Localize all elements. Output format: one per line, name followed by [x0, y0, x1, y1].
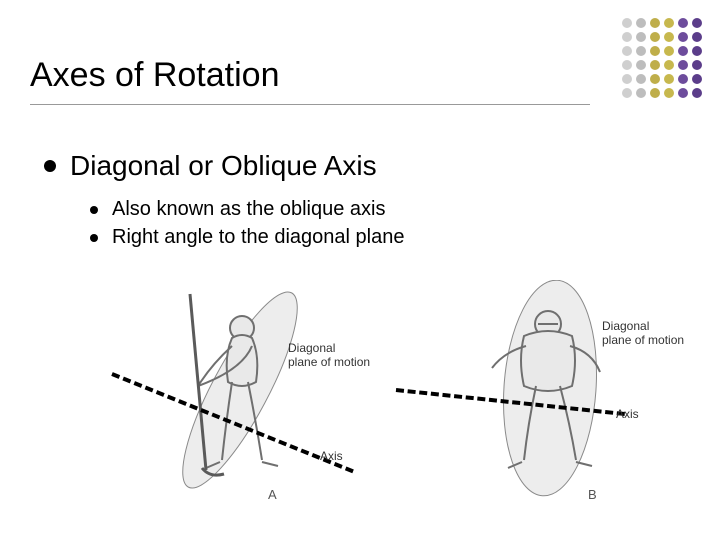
- bullet-level1-text: Diagonal or Oblique Axis: [70, 150, 377, 182]
- panel-b-person-icon: [420, 280, 670, 500]
- bullet-sub-2-text: Right angle to the diagonal plane: [112, 226, 404, 249]
- bullet-dot-icon: [44, 160, 56, 172]
- panel-a-plane-label: Diagonal plane of motion: [288, 342, 370, 370]
- panel-b-plane-label: Diagonal plane of motion: [602, 320, 684, 348]
- bullet-dot-icon: [90, 234, 98, 242]
- decor-dot-grid: [622, 18, 702, 98]
- panel-a-axis-label: Axis: [320, 450, 343, 464]
- title-rule: [30, 104, 590, 105]
- bullet-level1: Diagonal or Oblique Axis: [44, 150, 377, 182]
- figure-panel-b: Diagonal plane of motion Axis B: [420, 280, 670, 500]
- bullet-sub-1: Also known as the oblique axis: [90, 198, 386, 221]
- bullet-sub-2: Right angle to the diagonal plane: [90, 226, 404, 249]
- bullet-sub-1-text: Also known as the oblique axis: [112, 198, 386, 221]
- figure-panel-a: Diagonal plane of motion Axis A: [120, 280, 370, 500]
- panel-b-axis-label: Axis: [616, 408, 639, 422]
- panel-a-letter: A: [268, 487, 277, 502]
- figure-area: Diagonal plane of motion Axis A: [120, 280, 680, 510]
- panel-b-letter: B: [588, 487, 597, 502]
- bullet-dot-icon: [90, 206, 98, 214]
- slide-title: Axes of Rotation: [30, 56, 279, 95]
